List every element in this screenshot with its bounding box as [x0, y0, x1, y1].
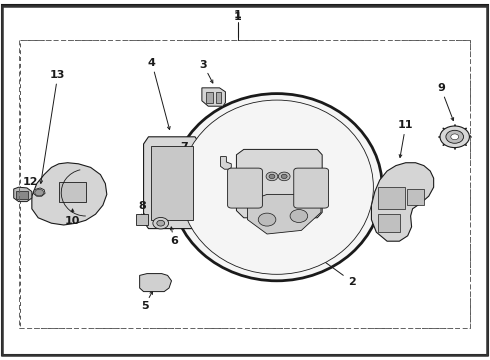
- Ellipse shape: [172, 94, 382, 281]
- Circle shape: [35, 189, 44, 196]
- Bar: [206, 92, 213, 103]
- Ellipse shape: [180, 100, 373, 274]
- Circle shape: [278, 172, 290, 181]
- Bar: [20, 40, 470, 328]
- Text: 4: 4: [148, 58, 156, 68]
- Bar: [151, 146, 193, 220]
- Text: 9: 9: [437, 83, 445, 93]
- Circle shape: [153, 217, 169, 229]
- Polygon shape: [140, 274, 171, 292]
- Circle shape: [157, 220, 165, 226]
- Text: 1: 1: [234, 12, 242, 22]
- Text: 7: 7: [180, 142, 188, 152]
- Circle shape: [281, 174, 287, 179]
- Text: 12: 12: [23, 177, 38, 187]
- Circle shape: [451, 134, 459, 140]
- Bar: [16, 191, 28, 199]
- Polygon shape: [32, 163, 107, 225]
- Polygon shape: [14, 187, 32, 202]
- Polygon shape: [200, 148, 215, 214]
- Circle shape: [266, 172, 278, 181]
- Text: 6: 6: [170, 236, 178, 246]
- Bar: [378, 214, 400, 232]
- Bar: [378, 187, 405, 209]
- Text: 2: 2: [348, 276, 356, 287]
- FancyBboxPatch shape: [294, 168, 328, 208]
- Polygon shape: [371, 163, 434, 241]
- Bar: [407, 189, 424, 205]
- Text: 11: 11: [398, 120, 414, 130]
- Bar: [19, 40, 470, 328]
- Polygon shape: [202, 88, 225, 106]
- Text: 5: 5: [141, 301, 148, 311]
- Polygon shape: [144, 137, 200, 229]
- Circle shape: [440, 126, 469, 148]
- Polygon shape: [247, 194, 321, 234]
- Bar: [59, 182, 86, 202]
- Text: 10: 10: [65, 216, 80, 226]
- Polygon shape: [220, 157, 231, 169]
- Text: 1: 1: [234, 10, 242, 20]
- Circle shape: [258, 213, 276, 226]
- Circle shape: [446, 130, 464, 143]
- Circle shape: [269, 174, 275, 179]
- Text: 13: 13: [50, 70, 66, 80]
- Bar: [216, 92, 221, 103]
- Text: 8: 8: [138, 201, 146, 211]
- Circle shape: [290, 210, 308, 222]
- Polygon shape: [33, 188, 45, 196]
- Polygon shape: [236, 149, 322, 218]
- FancyBboxPatch shape: [227, 168, 262, 208]
- Polygon shape: [136, 214, 148, 225]
- Text: 3: 3: [199, 60, 207, 70]
